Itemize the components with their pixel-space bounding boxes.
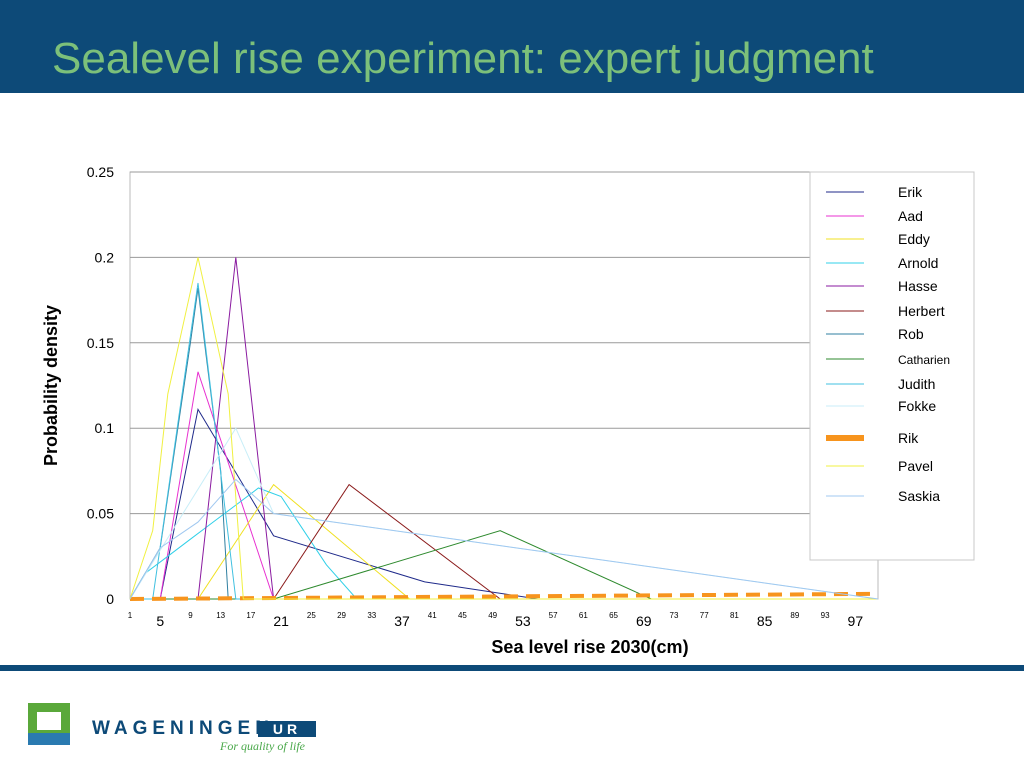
x-tick-label: 37	[394, 613, 410, 629]
legend-box	[809, 171, 975, 561]
legend-label-catharien: Catharien	[898, 353, 950, 367]
legend-label-judith: Judith	[898, 376, 935, 392]
x-tick-label: 97	[848, 613, 864, 629]
legend-label-herbert: Herbert	[898, 303, 945, 319]
y-axis-label: Probability density	[41, 305, 61, 466]
x-tick-label: 73	[670, 611, 679, 620]
x-tick-label: 89	[790, 611, 799, 620]
slide-header: Sealevel rise experiment: expert judgmen…	[0, 0, 1024, 93]
footer-rule	[0, 665, 1024, 671]
x-tick-label: 45	[458, 611, 467, 620]
x-tick-label: 41	[428, 611, 437, 620]
series-line-saskia	[129, 478, 879, 600]
legend-label-erik: Erik	[898, 184, 923, 200]
series-line-pavel	[129, 257, 878, 600]
x-tick-label: 85	[757, 613, 773, 629]
x-axis-label: Sea level rise 2030(cm)	[491, 637, 688, 657]
legend-label-rob: Rob	[898, 326, 924, 342]
x-tick-label: 77	[700, 611, 709, 620]
legend-label-saskia: Saskia	[898, 488, 940, 504]
x-tick-label: 69	[636, 613, 652, 629]
chart: 0 0.05 0.1 0.15 0.2 0.25 1 9 13 17 25 29 33 41 45 49 57 6…	[41, 164, 975, 657]
brand-tagline: For quality of life	[220, 739, 305, 753]
plot-area	[129, 171, 879, 600]
y-tick-label: 0.2	[95, 249, 115, 265]
legend-label-arnold: Arnold	[898, 255, 938, 271]
x-tick-label: 65	[609, 611, 618, 620]
x-tick-label: 25	[307, 611, 316, 620]
x-tick-label: 1	[128, 611, 133, 620]
legend-label-aad: Aad	[898, 208, 923, 224]
x-tick-label: 53	[515, 613, 531, 629]
x-tick-label: 17	[246, 611, 255, 620]
x-tick-label: 21	[273, 613, 289, 629]
x-tick-label: 81	[730, 611, 739, 620]
y-tick-label: 0	[106, 591, 114, 607]
y-tick-label: 0.25	[87, 164, 114, 180]
series-line-rik	[129, 591, 871, 601]
wageningen-logo-icon	[28, 703, 70, 745]
x-tick-label: 29	[337, 611, 346, 620]
x-tick-label: 57	[549, 611, 558, 620]
x-tick-label: 9	[188, 611, 193, 620]
series-line-arnold	[129, 487, 878, 600]
brand-name: WAGENINGEN	[92, 718, 274, 739]
x-tick-label: 93	[821, 611, 830, 620]
x-tick-label: 13	[216, 611, 225, 620]
y-tick-label: 0.15	[87, 335, 114, 351]
x-tick-label: 33	[367, 611, 376, 620]
x-tick-label: 49	[488, 611, 497, 620]
x-tick-label: 5	[156, 613, 164, 629]
brand-ur-box: UR	[258, 721, 316, 737]
legend-label-rik: Rik	[898, 430, 919, 446]
legend-label-hasse: Hasse	[898, 278, 938, 294]
legend-label-fokke: Fokke	[898, 398, 936, 414]
legend-label-eddy: Eddy	[898, 231, 930, 247]
slide-title: Sealevel rise experiment: expert judgmen…	[52, 34, 874, 83]
legend-label-pavel: Pavel	[898, 458, 933, 474]
x-tick-label: 61	[579, 611, 588, 620]
y-tick-label: 0.1	[95, 420, 115, 436]
y-tick-label: 0.05	[87, 506, 114, 522]
